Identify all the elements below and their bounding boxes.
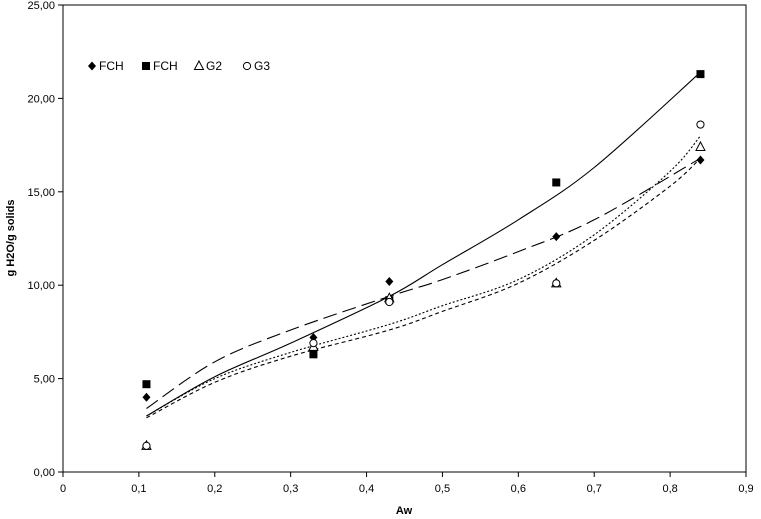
y-tick-label: 10,00 xyxy=(27,280,55,292)
data-point-series-1 xyxy=(552,232,561,242)
data-point-series-4 xyxy=(696,120,705,129)
x-tick-label: 0,8 xyxy=(662,483,677,495)
y-axis-title: g H2O/g solids xyxy=(5,199,17,276)
data-point-series-2 xyxy=(142,380,151,389)
data-point-series-4 xyxy=(552,279,561,288)
data-point-series-2 xyxy=(696,70,705,79)
y-tick-label: 25,00 xyxy=(27,0,55,12)
x-tick-label: 0 xyxy=(60,483,66,495)
legend-label-series-2: FCH xyxy=(153,59,178,73)
legend-marker-series-3 xyxy=(193,59,205,70)
legend-label-series-1: FCH xyxy=(99,59,124,73)
legend-marker-series-2 xyxy=(142,62,150,70)
legend-marker-series-4 xyxy=(242,61,252,71)
y-tick-label: 5,00 xyxy=(34,374,55,386)
legend-label-series-4: G3 xyxy=(254,59,270,73)
plot-area xyxy=(62,4,747,473)
x-tick-label: 0,9 xyxy=(738,483,753,495)
legend: FCH FCH G2 G3 xyxy=(88,59,270,73)
data-point-series-4 xyxy=(309,339,318,348)
x-tick-label: 0,6 xyxy=(511,483,526,495)
data-point-series-2 xyxy=(552,178,561,187)
x-tick-label: 0,2 xyxy=(207,483,222,495)
trendline-series-3 xyxy=(146,157,701,419)
y-tick-label: 0,00 xyxy=(34,467,55,479)
data-point-series-3 xyxy=(695,140,706,151)
x-tick-label: 0,7 xyxy=(587,483,602,495)
legend-label-series-3: G2 xyxy=(206,59,222,73)
x-tick-label: 0,4 xyxy=(359,483,374,495)
data-point-series-4 xyxy=(142,441,151,450)
data-point-series-1 xyxy=(385,276,394,286)
data-point-series-1 xyxy=(142,392,151,402)
trendline-series-1 xyxy=(146,157,701,409)
legend-marker-series-1 xyxy=(88,61,96,71)
trendline-series-2 xyxy=(146,71,701,417)
trendline-series-4 xyxy=(146,135,701,417)
x-tick-label: 0,5 xyxy=(435,483,450,495)
x-tick-label: 0,3 xyxy=(283,483,298,495)
data-point-series-1 xyxy=(696,155,705,165)
x-tick-label: 0,1 xyxy=(131,483,146,495)
y-tick-label: 20,00 xyxy=(27,93,55,105)
data-point-series-2 xyxy=(309,350,318,359)
data-point-series-4 xyxy=(385,297,394,307)
y-tick-label: 15,00 xyxy=(27,187,55,199)
x-axis-title: Aw xyxy=(396,505,413,517)
